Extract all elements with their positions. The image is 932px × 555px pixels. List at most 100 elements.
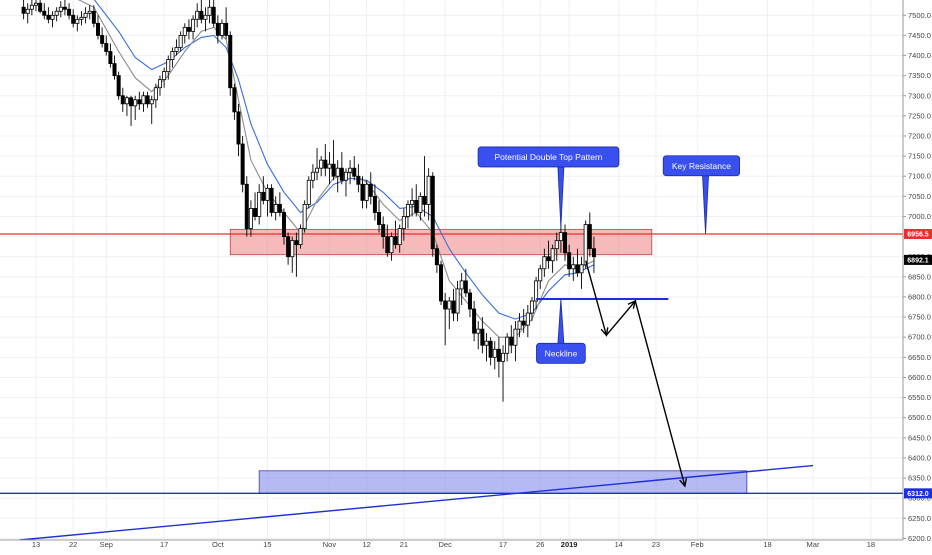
candle-body [248, 208, 253, 229]
candle-18 [95, 15, 100, 40]
callout-label: Neckline [545, 348, 578, 358]
candle-body [25, 8, 30, 14]
candle-body [58, 6, 63, 12]
price-tick-label-3: 7350.0 [908, 71, 931, 80]
candle-body [509, 336, 514, 346]
candle-39 [182, 23, 187, 44]
time-tick-label-8: 21 [400, 540, 408, 549]
candle-body [422, 195, 427, 205]
candle-120 [517, 313, 522, 338]
candle-128 [550, 244, 555, 273]
candle-body [129, 97, 134, 107]
candle-body [319, 159, 324, 169]
price-tick-label-14: 6800.0 [908, 292, 931, 301]
candle-81 [356, 164, 361, 193]
time-tick-label-16: 18 [763, 540, 771, 549]
candle-95 [414, 184, 419, 217]
candle-25 [124, 95, 129, 116]
candle-body [228, 35, 233, 89]
time-tick-label-2: Sep [100, 540, 113, 549]
callout-2: Neckline [536, 298, 586, 364]
candle-137 [587, 212, 592, 257]
callout-label: Potential Double Top Pattern [494, 152, 602, 162]
candle-body [443, 300, 448, 310]
price-tick-label-1: 7450.0 [908, 31, 931, 40]
candle-23 [116, 71, 121, 100]
price-tag-box [904, 488, 932, 499]
callout-box [536, 342, 586, 364]
candle-body [550, 248, 555, 262]
time-tick-label-18: 18 [867, 540, 875, 549]
candle-body [42, 10, 47, 16]
candle-body [149, 99, 154, 105]
price-tick-label-16: 6700.0 [908, 333, 931, 342]
candle-body [339, 167, 344, 181]
candle-76 [335, 160, 340, 193]
candle-132 [567, 244, 572, 277]
candle-body [405, 204, 410, 217]
price-tick-label-9: 7050.0 [908, 192, 931, 201]
candle-71 [315, 148, 320, 181]
candle-body [29, 4, 34, 10]
callout-1: Key Resistance [662, 155, 741, 235]
candle-8 [54, 7, 59, 22]
candle-body [269, 187, 274, 213]
candle-55 [248, 200, 253, 237]
candle-body [331, 163, 336, 177]
candle-45 [207, 0, 212, 24]
candle-123 [529, 296, 534, 322]
candle-body [397, 228, 402, 246]
candle-126 [542, 248, 547, 277]
candle-56 [253, 192, 258, 221]
ascending-trendline [19, 464, 814, 541]
support-zone [258, 470, 748, 494]
price-tick-label-0: 7500.0 [908, 11, 931, 20]
candle-99 [430, 172, 435, 257]
candle-70 [310, 164, 315, 189]
price-tick-label-19: 6550.0 [908, 393, 931, 402]
candle-body [587, 224, 592, 250]
candle-59 [265, 184, 270, 217]
candle-57 [257, 184, 262, 225]
candle-89 [389, 232, 394, 261]
candle-body [542, 256, 547, 270]
candle-65 [290, 236, 295, 273]
candle-body [100, 35, 105, 44]
candle-body [91, 10, 96, 24]
candle-34 [162, 67, 167, 88]
candle-body [257, 191, 262, 217]
candle-58 [261, 176, 266, 205]
candle-24 [120, 87, 125, 112]
candle-body [377, 212, 382, 225]
candle-100 [434, 244, 439, 273]
candle-body [166, 59, 171, 73]
time-tick-label-15: Feb [691, 540, 704, 549]
candle-body [195, 10, 200, 20]
candle-13 [75, 15, 80, 32]
candle-body [211, 6, 216, 24]
time-tick-label-14: 23 [652, 540, 660, 549]
candle-54 [244, 176, 249, 237]
candle-body [418, 195, 423, 213]
candle-body [538, 268, 543, 282]
candle-98 [426, 168, 431, 221]
candle-body [591, 248, 596, 258]
callout-0: Potential Double Top Pattern [477, 146, 620, 228]
candle-body [224, 22, 229, 36]
candle-119 [513, 321, 518, 362]
candle-body [480, 328, 485, 346]
candle-body [476, 328, 481, 334]
candle-body [95, 22, 100, 36]
candle-3 [34, 0, 39, 12]
candle-80 [352, 156, 357, 181]
candle-37 [174, 39, 179, 56]
candle-body [273, 204, 278, 213]
candle-94 [410, 188, 415, 217]
price-tag-2: 6312.0 [904, 488, 932, 499]
candle-body [87, 10, 92, 14]
candle-20 [104, 35, 109, 56]
candle-63 [281, 208, 286, 245]
candle-85 [372, 184, 377, 221]
